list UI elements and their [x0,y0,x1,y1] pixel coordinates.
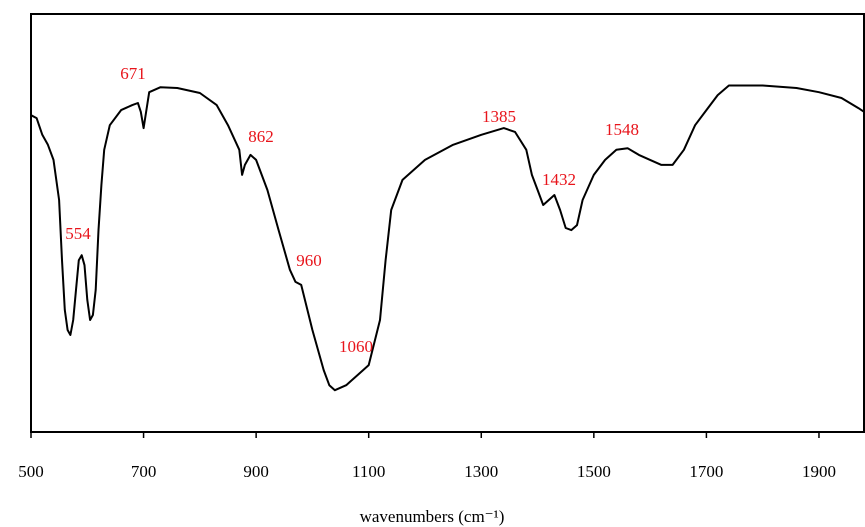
x-tick-label: 500 [18,462,44,481]
x-tick-label: 1700 [689,462,723,481]
x-tick-label: 700 [131,462,157,481]
x-axis-label: wavenumbers (cm⁻¹) [360,507,505,526]
peak-annotation: 671 [120,64,146,83]
peak-annotation: 1432 [542,170,576,189]
spectrum-line [30,84,865,392]
peak-annotation: 1385 [482,107,516,126]
peak-annotation: 1060 [339,337,373,356]
x-tick-label: 1300 [464,462,498,481]
peak-annotation: 1548 [605,120,639,139]
peak-annotation: 960 [296,251,322,270]
peak-annotation: 554 [65,224,91,243]
plot-frame [30,13,865,433]
x-tick-label: 1900 [802,462,836,481]
x-tick-label: 900 [243,462,269,481]
x-tick-label: 1500 [577,462,611,481]
x-tick-label: 1100 [352,462,385,481]
peak-annotation: 862 [248,127,274,146]
